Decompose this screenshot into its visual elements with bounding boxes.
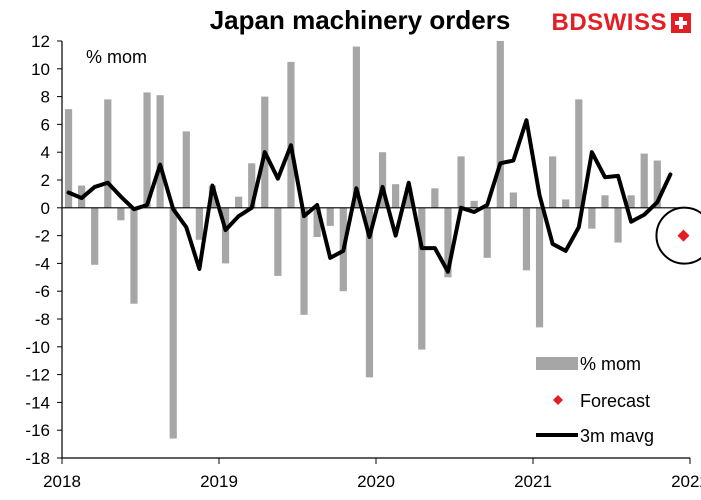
y-tick-label: 0 (41, 199, 50, 218)
y-tick-label: 4 (41, 143, 50, 162)
y-tick-label: -16 (25, 421, 50, 440)
bar (195, 207, 203, 240)
bar (300, 207, 308, 315)
bar (143, 92, 151, 208)
bar (274, 207, 282, 276)
bar (365, 207, 374, 378)
bar (470, 200, 478, 208)
bar (91, 207, 99, 265)
y-tick-label: 8 (41, 88, 50, 107)
bar (562, 199, 570, 208)
brand-logo: BDSWISS (551, 8, 691, 38)
bar (64, 109, 73, 208)
legend: % mom Forecast 3m mavg (536, 354, 654, 446)
x-tick-label: 2020 (357, 472, 395, 491)
y-tick-label: 2 (41, 171, 50, 190)
labels-layer: 12 10 8 6 4 2 0 -2 -4 -6 -8 -10 -12 -14 -16 -18 2018 2019… (25, 32, 701, 491)
bar (130, 207, 138, 304)
bar (378, 152, 387, 208)
y-tick-label: 12 (31, 32, 50, 51)
line-layer (66, 118, 673, 274)
bar (483, 207, 491, 258)
bar (431, 188, 439, 208)
y-axis-label: % mom (86, 47, 147, 67)
chart-title: Japan machinery orders (209, 5, 511, 35)
bar (182, 131, 190, 208)
legend-bar-swatch (536, 357, 578, 370)
forecast-point (677, 229, 690, 242)
bar (235, 196, 243, 208)
bar (405, 188, 413, 208)
brand-wordmark: BDSWISS (551, 9, 667, 36)
bar (549, 156, 557, 208)
bar (221, 207, 230, 264)
x-tick-label: 2021 (514, 472, 552, 491)
bar (601, 195, 609, 208)
legend-forecast-swatch (553, 395, 563, 405)
bar (392, 184, 400, 208)
bar (104, 99, 112, 208)
y-tick-label: 6 (41, 115, 50, 134)
bar (313, 207, 321, 237)
legend-label: % mom (580, 354, 641, 374)
bar (352, 46, 360, 208)
bar (640, 153, 648, 208)
x-tick-label: 2019 (200, 472, 238, 491)
bar (248, 163, 256, 208)
legend-label: 3m mavg (580, 426, 654, 446)
bar (117, 207, 125, 221)
bar (614, 207, 622, 243)
legend-label: Forecast (580, 391, 650, 411)
y-tick-label: -8 (35, 310, 50, 329)
y-tick-label: -14 (25, 393, 50, 412)
y-tick-label: -4 (35, 254, 50, 273)
y-tick-label: -10 (25, 338, 50, 357)
y-tick-label: -12 (25, 366, 50, 385)
bar (496, 41, 504, 208)
x-tick-label: 2022 (671, 472, 701, 491)
bar (627, 195, 635, 208)
swiss-cross-icon (671, 13, 691, 33)
bar (653, 160, 661, 208)
bar (326, 207, 334, 226)
bar (535, 207, 544, 328)
bar (509, 192, 517, 208)
bar (522, 207, 531, 271)
moving-average-line (66, 118, 673, 274)
bar (156, 95, 164, 208)
y-tick-label: -6 (35, 282, 50, 301)
bar (169, 207, 177, 439)
y-tick-label: 10 (31, 60, 50, 79)
bar (444, 207, 452, 278)
bar (418, 207, 426, 350)
bar (575, 99, 583, 208)
forecast-highlight-circle (655, 206, 701, 265)
y-tick-label: -2 (35, 227, 50, 246)
bar (588, 207, 596, 229)
x-tick-label: 2018 (43, 472, 81, 491)
bar (287, 61, 295, 208)
bar (457, 156, 465, 208)
forecast-layer (655, 206, 701, 265)
y-tick-label: -18 (25, 449, 50, 468)
